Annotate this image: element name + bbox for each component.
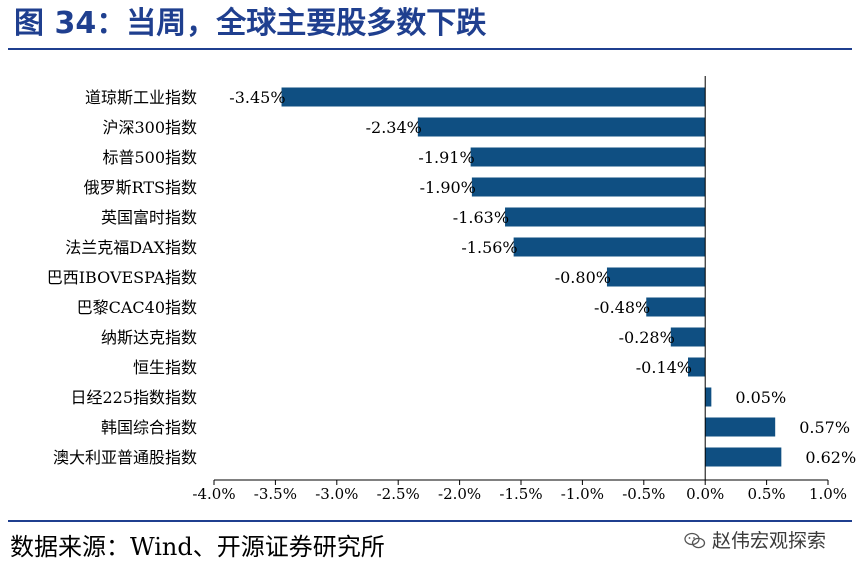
bar: [417, 117, 706, 137]
bar: [670, 327, 706, 347]
data-label: -1.63%: [453, 208, 509, 227]
x-tick-label: -1.5%: [499, 485, 542, 503]
watermark-text: 赵伟宏观探索: [712, 530, 827, 552]
data-label: -0.80%: [555, 268, 611, 287]
bar: [513, 237, 706, 257]
bar: [688, 357, 706, 377]
x-tick-label: -0.5%: [622, 485, 665, 503]
bar: [281, 87, 706, 107]
bar: [646, 297, 706, 317]
category-label: 标普500指数: [102, 148, 197, 167]
bar: [705, 447, 782, 467]
category-label: 俄罗斯RTS指数: [84, 178, 197, 197]
bar: [471, 177, 706, 197]
data-label: 0.05%: [735, 388, 786, 407]
data-source: 数据来源：Wind、开源证券研究所: [10, 533, 385, 561]
category-label: 韩国综合指数: [101, 418, 197, 437]
category-label: 恒生指数: [133, 358, 197, 377]
category-label: 道琼斯工业指数: [85, 88, 197, 107]
data-label: -3.45%: [229, 88, 285, 107]
bar: [705, 387, 712, 407]
bar: [505, 207, 706, 227]
data-label: -1.56%: [461, 238, 517, 257]
bar: [705, 417, 776, 437]
x-tick-label: -4.0%: [192, 485, 235, 503]
data-label: -2.34%: [366, 118, 422, 137]
wechat-icon: [684, 532, 706, 549]
watermark: 赵伟宏观探索: [684, 527, 826, 555]
x-tick-label: 1.0%: [809, 485, 847, 503]
category-label: 巴黎CAC40指数: [77, 298, 197, 317]
figure-title: 图 34：当周，全球主要股多数下跌: [14, 6, 487, 41]
bar-chart: 道琼斯工业指数 -3.45% 沪深300指数 -2.34% 标普500指数 -1.91% 俄…: [47, 76, 856, 503]
category-label: 日经225指数指数: [70, 388, 197, 407]
data-label: -0.48%: [594, 298, 650, 317]
x-tick-label: -2.0%: [438, 485, 481, 503]
category-label: 英国富时指数: [101, 208, 197, 227]
data-label: 0.62%: [805, 448, 856, 467]
category-label: 法兰克福DAX指数: [65, 238, 197, 257]
x-tick-label: -3.5%: [254, 485, 297, 503]
data-label: -0.14%: [636, 358, 692, 377]
data-label: -1.91%: [418, 148, 474, 167]
x-tick-label: 0.5%: [748, 485, 786, 503]
category-label: 沪深300指数: [102, 118, 197, 137]
data-label: -0.28%: [619, 328, 675, 347]
data-label: 0.57%: [799, 418, 850, 437]
bar: [606, 267, 706, 287]
x-tick-label: 0.0%: [686, 485, 724, 503]
data-label: -1.90%: [420, 178, 476, 197]
x-tick-label: -2.5%: [377, 485, 420, 503]
category-label: 澳大利亚普通股指数: [53, 448, 197, 467]
x-tick-label: -3.0%: [315, 485, 358, 503]
category-label: 巴西IBOVESPA指数: [47, 268, 197, 287]
bar: [470, 147, 706, 167]
x-tick-label: -1.0%: [561, 485, 604, 503]
source-rule: [8, 520, 852, 522]
category-label: 纳斯达克指数: [101, 328, 197, 347]
title-rule: [8, 48, 852, 50]
